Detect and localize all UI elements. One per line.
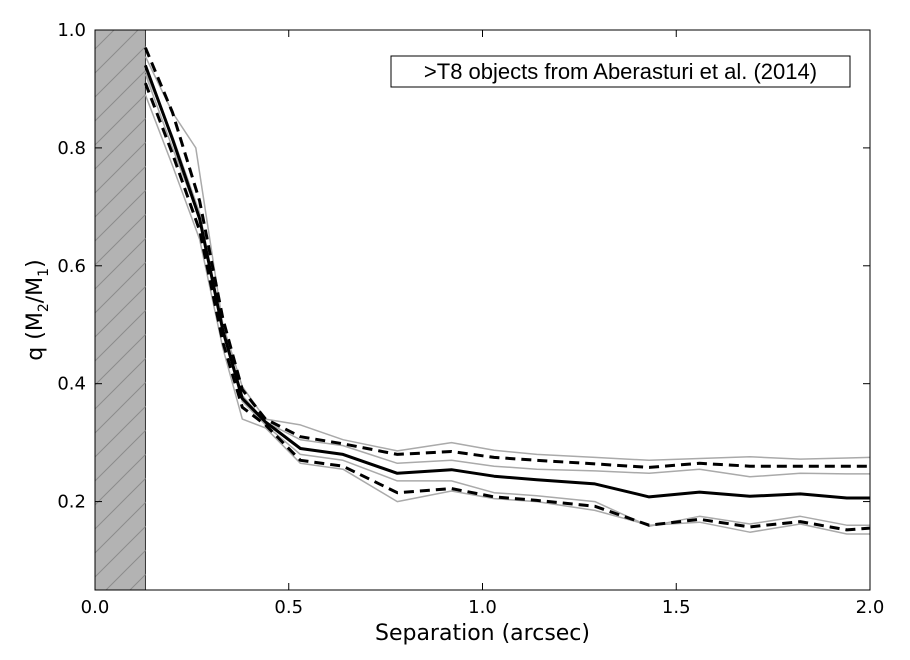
series-line-solid-0: [143, 64, 870, 500]
annotation-box: >T8 objects from Aberasturi et al. (2014…: [390, 55, 851, 88]
y-tick-label: 0.8: [57, 138, 86, 159]
x-tick-label: 0.5: [274, 597, 303, 618]
series-line-dashed-1: [144, 47, 870, 469]
annotation-frame: [390, 55, 851, 88]
x-tick-label: 0.0: [81, 597, 110, 618]
shaded-region-hatch: [95, 30, 146, 590]
y-axis-label-suffix: ): [23, 259, 48, 268]
y-axis-label-prefix: q (M: [23, 312, 48, 361]
series-line-thin-3: [144, 56, 870, 462]
y-axis-label-mid: /M: [23, 277, 48, 303]
y-tick-label: 0.2: [57, 492, 86, 513]
series-line-dashed-2: [143, 82, 870, 532]
y-axis-label-sub1: 2: [36, 303, 52, 312]
x-axis-label: Separation (arcsec): [375, 621, 590, 646]
y-tick-label: 0.4: [57, 374, 86, 395]
series-group: [143, 47, 870, 535]
y-axis-label: q (M2/M1): [23, 259, 52, 360]
x-tick-label: 2.0: [856, 597, 885, 618]
x-tick-label: 1.5: [662, 597, 691, 618]
series-line-thin-6: [144, 94, 870, 535]
x-tick-label: 1.0: [468, 597, 497, 618]
y-axis-label-sub2: 1: [36, 268, 52, 277]
y-tick-label: 1.0: [57, 20, 86, 41]
ticks-group: 0.0 0.5 1.0 1.5 2.0 0.2 0.4 0.6 0.8 1.0: [57, 20, 884, 618]
plot-frame: [94, 29, 871, 591]
excluded-region: [94, 29, 146, 591]
annotation-text: >T8 objects from Aberasturi et al. (2014…: [424, 59, 817, 84]
y-tick-label: 0.6: [57, 256, 86, 277]
